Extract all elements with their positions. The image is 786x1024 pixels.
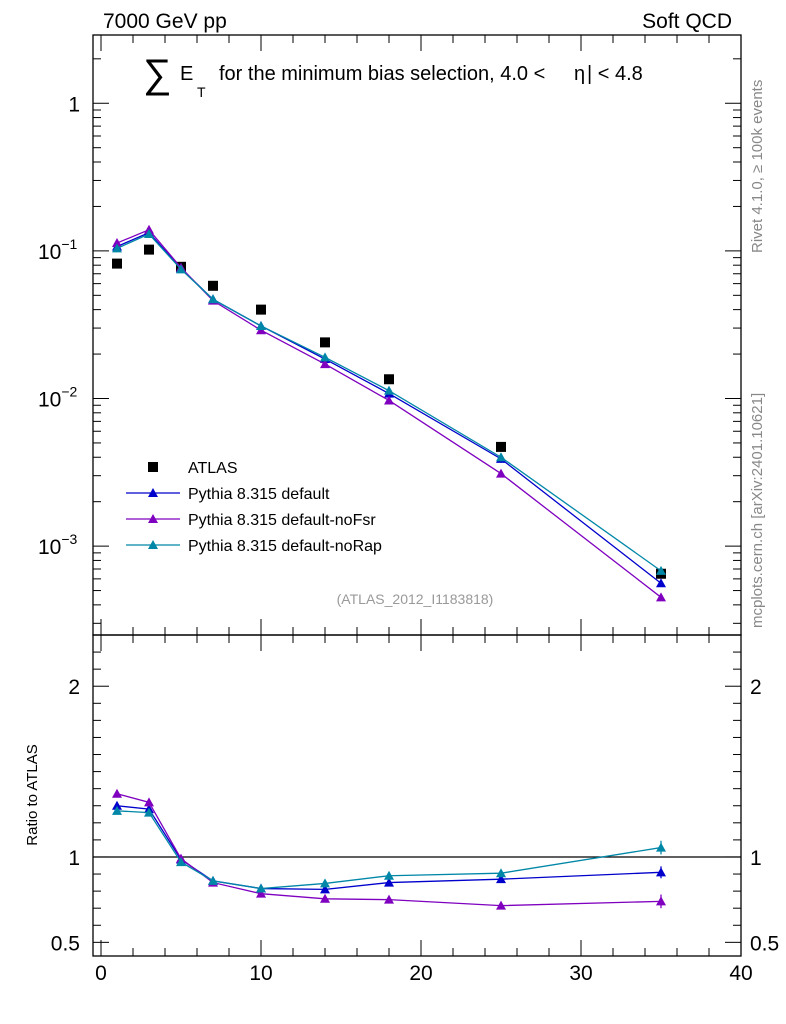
- ratio-point: [384, 894, 394, 904]
- main-mc-point: [320, 359, 330, 369]
- main-mc-point: [384, 385, 394, 395]
- title-variable: E: [180, 63, 193, 85]
- ratio-point: [112, 805, 122, 815]
- main-mc-point: [656, 592, 666, 602]
- main-data-point: [208, 280, 218, 291]
- ratio-y-tick-label: 1: [68, 847, 80, 870]
- main-mc-point: [256, 320, 266, 330]
- ratio-point: [144, 807, 154, 817]
- legend-label: Pythia 8.315 default-noRap: [188, 538, 382, 555]
- main-mc-point: [144, 229, 154, 239]
- ratio-x-tick-label: 10: [249, 962, 272, 985]
- ratio-plot-frame: [92, 634, 742, 957]
- header-collision-label: 7000 GeV pp: [103, 10, 227, 33]
- main-y-tick-label: 10−1: [38, 236, 78, 264]
- main-mc-point: [176, 264, 186, 274]
- title-subscript: T: [197, 84, 206, 100]
- ratio-y-tick-label-right: 2: [750, 676, 762, 699]
- ratio-point: [320, 884, 330, 894]
- title-text: for the minimum bias selection, 4.0 <: [219, 63, 545, 85]
- title-eta-symbol: η: [574, 63, 585, 85]
- ratio-x-tick-label: 20: [409, 962, 432, 985]
- main-mc-point: [384, 395, 394, 405]
- main-y-tick-label: 10−2: [38, 384, 78, 412]
- analysis-id-label: (ATLAS_2012_I1183818): [337, 591, 494, 607]
- legend: ATLAS Pythia 8.315 default Pythia 8.315 de…: [126, 460, 382, 555]
- rivet-version-label: Rivet 4.1.0, ≥ 100k events: [749, 80, 766, 253]
- legend-marker: [148, 488, 158, 497]
- ratio-x-tick-label: 40: [729, 962, 752, 985]
- ratio-point: [496, 900, 506, 910]
- ratio-series-line: [116, 793, 662, 907]
- ratio-point: [384, 877, 394, 887]
- ratio-point: [496, 874, 506, 884]
- title-range-end: | < 4.8: [587, 63, 643, 85]
- main-data-point: [496, 441, 506, 452]
- ratio-ylabel: Ratio to ATLAS: [24, 744, 41, 845]
- ratio-y-tick-label-right: 1: [750, 847, 762, 870]
- main-y-tick-label: 10−3: [38, 531, 78, 559]
- main-mc-point: [496, 468, 506, 478]
- ratio-point: [176, 857, 186, 867]
- ratio-x-tick-label: 30: [569, 962, 592, 985]
- ratio-point: [320, 893, 330, 903]
- main-data-point: [112, 258, 122, 269]
- ratio-x-tick-label: 0: [95, 962, 107, 985]
- legend-label: Pythia 8.315 default-noFsr: [188, 512, 376, 529]
- main-data-point: [320, 337, 330, 348]
- ratio-point: [656, 842, 666, 852]
- ratio-point: [384, 870, 394, 880]
- main-mc-point: [112, 243, 122, 253]
- ratio-point: [112, 788, 122, 798]
- main-mc-point: [656, 565, 666, 575]
- main-mc-point: [112, 238, 122, 248]
- legend-marker: [148, 462, 158, 472]
- ratio-point: [256, 888, 266, 898]
- title-sum-symbol: ∑: [143, 52, 172, 96]
- mcplots-label: mcplots.cern.ch [arXiv:2401.10621]: [749, 393, 766, 628]
- header-category-label: Soft QCD: [642, 10, 732, 33]
- legend-label: Pythia 8.315 default: [188, 486, 330, 503]
- ratio-point: [112, 800, 122, 810]
- ratio-series: [112, 788, 666, 910]
- main-mc-point: [656, 578, 666, 588]
- ratio-y-tick-label-right: 0.5: [750, 932, 779, 955]
- ratio-y-tick-label: 2: [68, 676, 80, 699]
- ratio-point: [208, 875, 218, 885]
- main-data-point: [384, 374, 394, 385]
- legend-marker: [148, 514, 158, 523]
- main-title: ∑ E T for the minimum bias selection, 4.…: [143, 52, 643, 100]
- legend-marker: [148, 540, 158, 549]
- ratio-ticks: 0 10 20 30 40 0.5 0.5 1 1 2 2: [51, 635, 779, 985]
- ratio-point: [256, 883, 266, 893]
- main-data-point: [256, 304, 266, 315]
- main-y-tick-label: 1: [68, 93, 80, 116]
- ratio-point: [496, 868, 506, 878]
- main-mc-point: [208, 294, 218, 304]
- ratio-point: [656, 896, 666, 906]
- main-data-point: [144, 244, 154, 255]
- ratio-y-tick-label: 0.5: [51, 932, 80, 955]
- ratio-point: [320, 878, 330, 888]
- ratio-point: [144, 797, 154, 807]
- main-mc-point: [496, 452, 506, 462]
- legend-label: ATLAS: [188, 460, 238, 477]
- main-series: [112, 224, 666, 602]
- main-y-ticks: 10−3 10−2 10−1 1: [38, 35, 742, 635]
- ratio-point: [656, 867, 666, 877]
- main-mc-point: [320, 352, 330, 362]
